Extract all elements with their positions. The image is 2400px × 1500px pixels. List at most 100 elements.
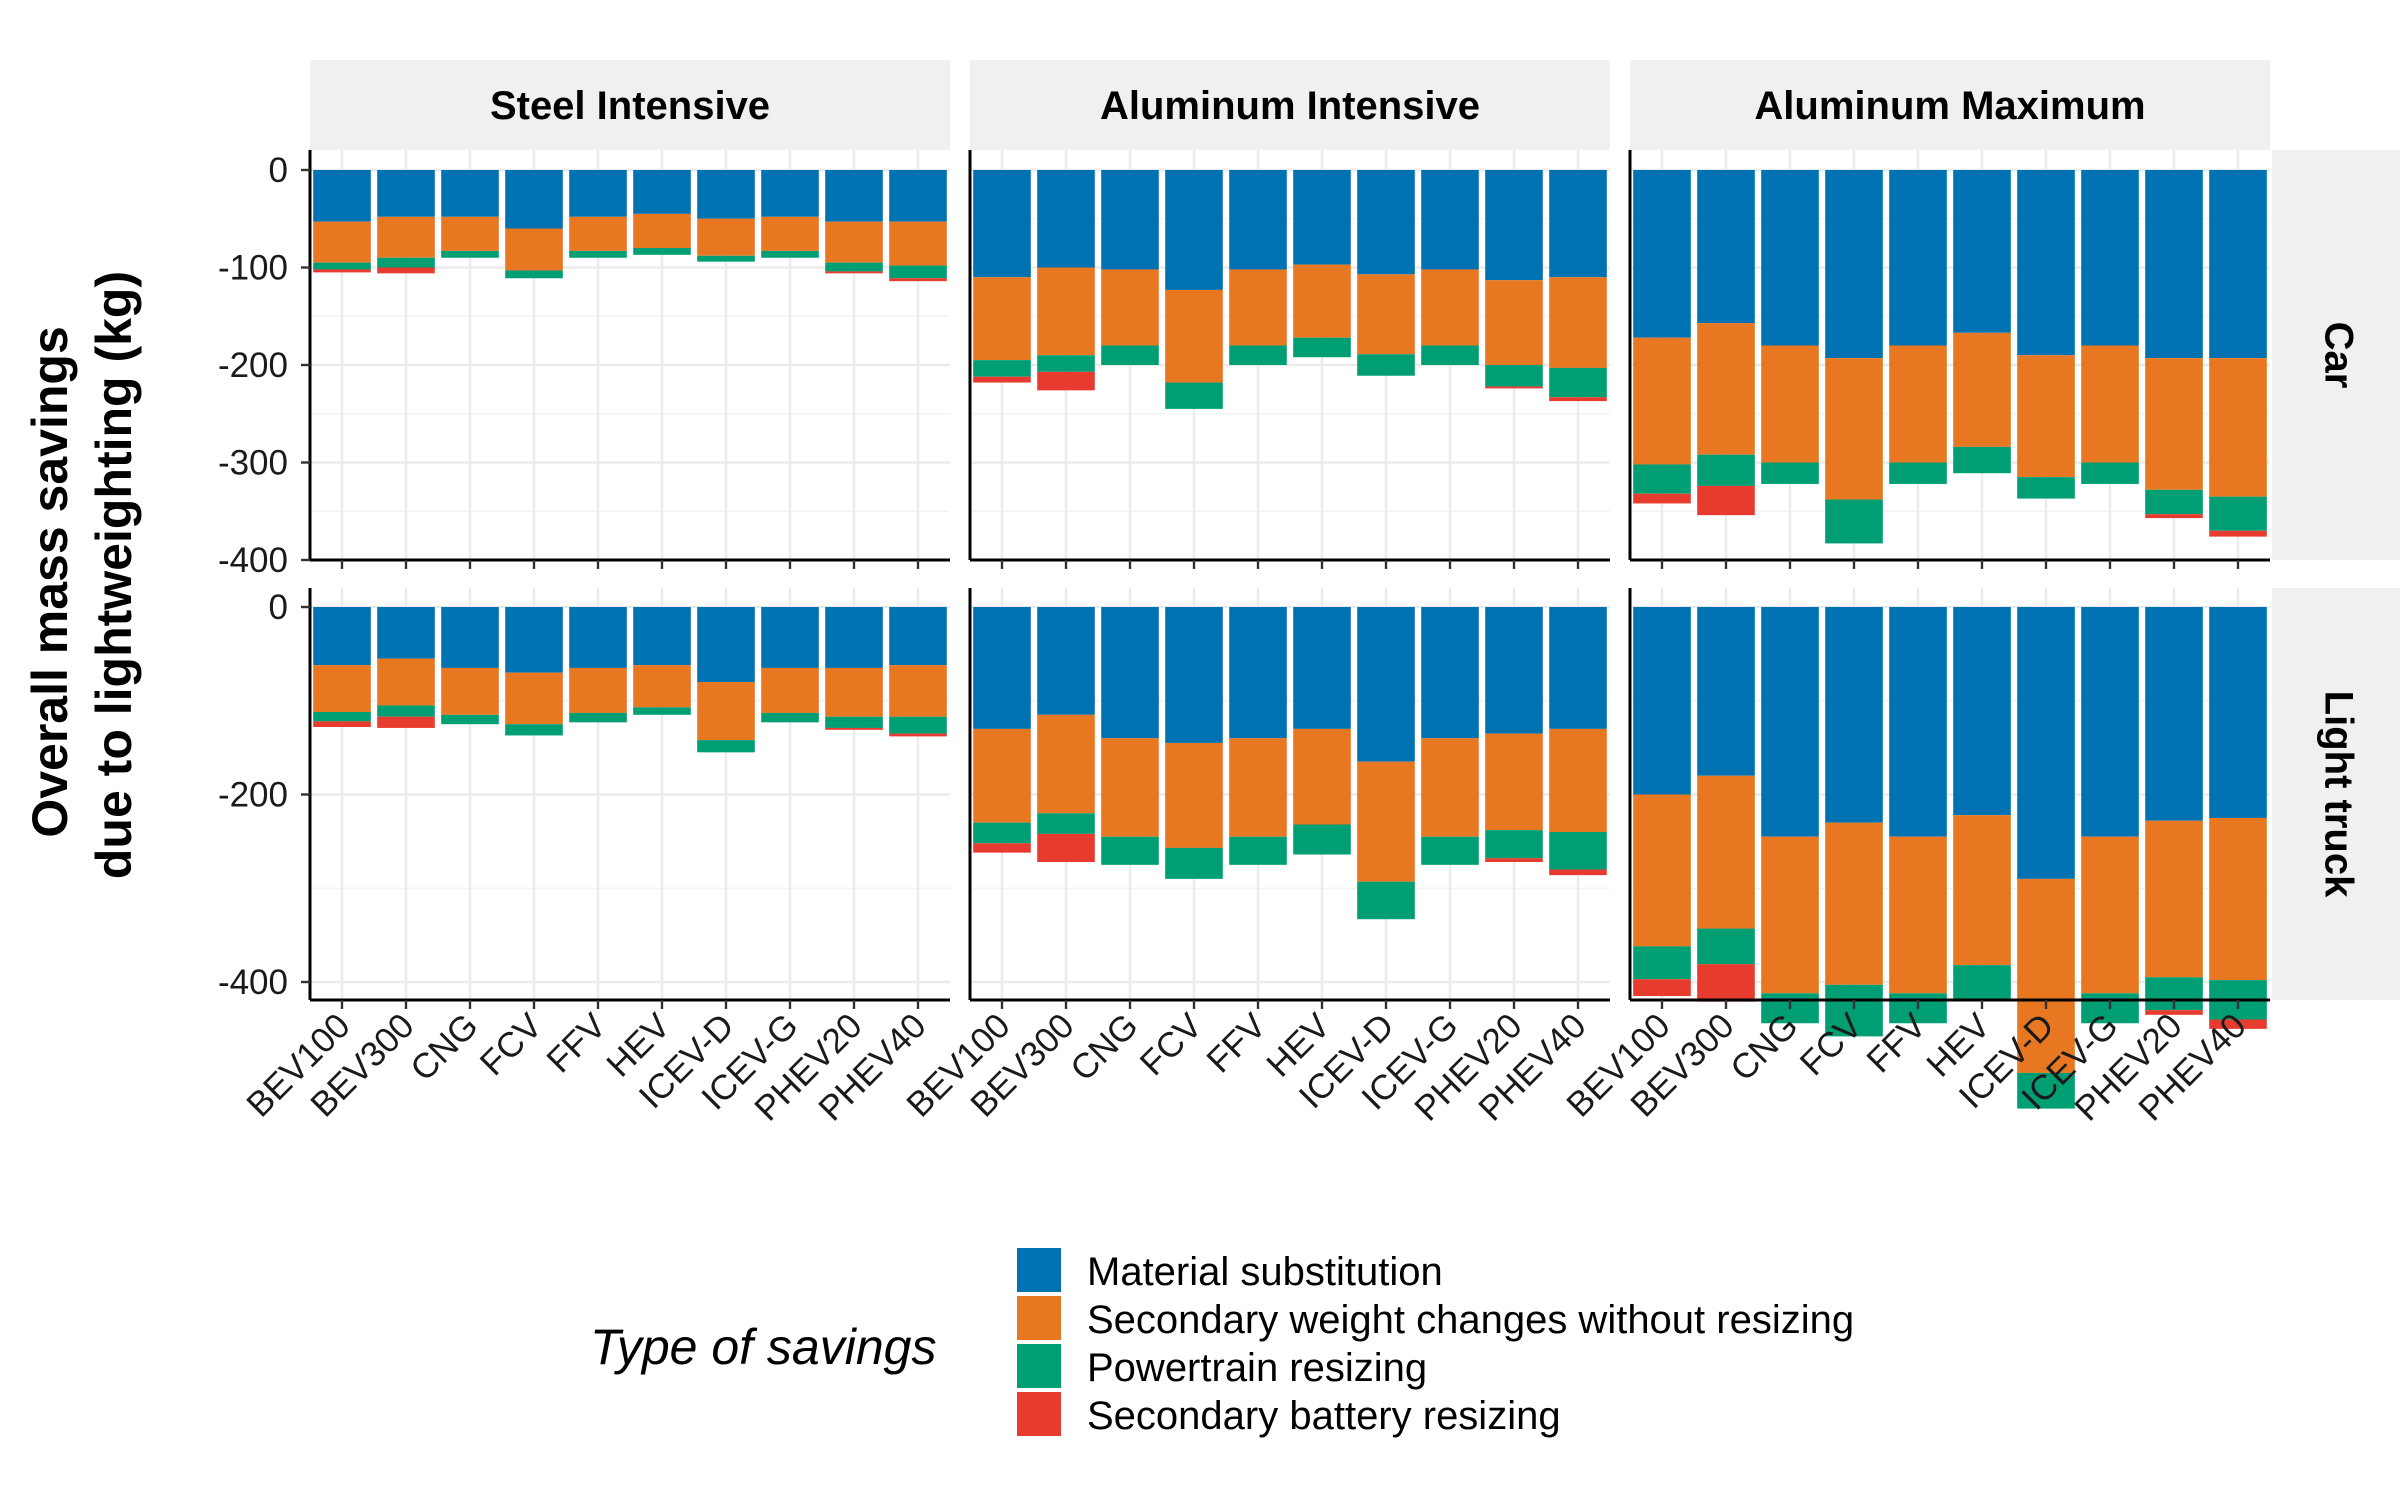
bar-car-aluminum-intensive-phev40-powertrain-resizing bbox=[1549, 367, 1607, 398]
bar-car-aluminum-intensive-cng-powertrain-resizing bbox=[1101, 345, 1159, 365]
bar-light-truck-aluminum-intensive-phev20-material-substitution bbox=[1485, 607, 1543, 734]
bar-light-truck-steel-intensive-ffv-secondary-weight-changes-without-resizing bbox=[569, 667, 627, 713]
bar-car-aluminum-maximum-fcv-material-substitution bbox=[1825, 170, 1883, 359]
y-axis-title: Overall mass savings due to lightweighti… bbox=[22, 271, 142, 879]
bar-light-truck-steel-intensive-icev-d-secondary-weight-changes-without-resizing bbox=[697, 682, 755, 741]
bar-light-truck-aluminum-maximum-bev300-secondary-battery-resizing bbox=[1697, 964, 1755, 1002]
strip-aluminum-maximum bbox=[1630, 60, 2270, 150]
bar-light-truck-steel-intensive-fcv-powertrain-resizing bbox=[505, 724, 563, 736]
y-tick-label-car: -300 bbox=[218, 444, 288, 483]
bar-car-steel-intensive-bev300-secondary-battery-resizing bbox=[377, 267, 435, 274]
bar-light-truck-aluminum-intensive-ffv-secondary-weight-changes-without-resizing bbox=[1229, 738, 1287, 837]
bar-light-truck-steel-intensive-hev-secondary-weight-changes-without-resizing bbox=[633, 665, 691, 708]
bar-car-aluminum-maximum-ffv-material-substitution bbox=[1889, 170, 1947, 346]
axes-layer bbox=[301, 150, 2270, 1009]
bar-light-truck-steel-intensive-cng-secondary-weight-changes-without-resizing bbox=[441, 667, 499, 715]
bar-light-truck-aluminum-maximum-bev100-secondary-battery-resizing bbox=[1633, 979, 1691, 997]
bar-car-aluminum-maximum-bev300-powertrain-resizing bbox=[1697, 454, 1755, 486]
bar-car-steel-intensive-phev20-powertrain-resizing bbox=[825, 262, 883, 272]
bar-car-aluminum-maximum-fcv-secondary-weight-changes-without-resizing bbox=[1825, 358, 1883, 500]
bar-car-aluminum-maximum-phev20-secondary-battery-resizing bbox=[2145, 514, 2203, 519]
bar-light-truck-aluminum-intensive-bev300-material-substitution bbox=[1037, 607, 1095, 715]
bar-car-aluminum-maximum-icev-g-powertrain-resizing bbox=[2081, 462, 2139, 484]
bar-light-truck-steel-intensive-bev300-secondary-weight-changes-without-resizing bbox=[377, 658, 435, 706]
bar-car-aluminum-intensive-phev20-secondary-battery-resizing bbox=[1485, 386, 1543, 389]
bar-car-steel-intensive-bev300-powertrain-resizing bbox=[377, 257, 435, 268]
bar-car-aluminum-maximum-cng-secondary-weight-changes-without-resizing bbox=[1761, 345, 1819, 463]
bar-light-truck-aluminum-intensive-phev40-secondary-weight-changes-without-resizing bbox=[1549, 728, 1607, 833]
bar-car-aluminum-maximum-icev-d-secondary-weight-changes-without-resizing bbox=[2017, 355, 2075, 478]
bar-light-truck-aluminum-intensive-phev40-secondary-battery-resizing bbox=[1549, 869, 1607, 876]
bar-light-truck-aluminum-maximum-icev-d-powertrain-resizing bbox=[2017, 1072, 2075, 1109]
bar-light-truck-steel-intensive-bev100-secondary-weight-changes-without-resizing bbox=[313, 665, 371, 713]
bar-light-truck-aluminum-intensive-phev40-powertrain-resizing bbox=[1549, 832, 1607, 870]
bar-car-aluminum-maximum-ffv-powertrain-resizing bbox=[1889, 462, 1947, 484]
bar-car-aluminum-intensive-phev20-material-substitution bbox=[1485, 170, 1543, 281]
bar-light-truck-steel-intensive-icev-g-secondary-weight-changes-without-resizing bbox=[761, 667, 819, 713]
bar-car-aluminum-maximum-cng-powertrain-resizing bbox=[1761, 462, 1819, 484]
bar-car-steel-intensive-fcv-material-substitution bbox=[505, 170, 563, 229]
bar-car-aluminum-maximum-bev300-secondary-weight-changes-without-resizing bbox=[1697, 323, 1755, 455]
bar-car-aluminum-intensive-fcv-secondary-weight-changes-without-resizing bbox=[1165, 289, 1223, 383]
bar-light-truck-aluminum-maximum-bev100-material-substitution bbox=[1633, 607, 1691, 795]
y-tick-label-light-truck: -200 bbox=[218, 776, 288, 815]
bar-light-truck-steel-intensive-bev300-powertrain-resizing bbox=[377, 705, 435, 717]
bar-car-aluminum-maximum-bev300-material-substitution bbox=[1697, 170, 1755, 324]
legend-key-powertrain-resizing bbox=[1017, 1344, 1061, 1388]
y-axis-title-line-1: Overall mass savings bbox=[22, 326, 78, 837]
bar-light-truck-aluminum-maximum-icev-g-material-substitution bbox=[2081, 607, 2139, 837]
bar-light-truck-steel-intensive-ffv-material-substitution bbox=[569, 607, 627, 668]
bar-car-aluminum-intensive-icev-g-material-substitution bbox=[1421, 170, 1479, 270]
y-tick-label-car: 0 bbox=[269, 151, 288, 190]
bar-car-steel-intensive-bev100-material-substitution bbox=[313, 170, 371, 222]
bar-light-truck-steel-intensive-phev20-secondary-battery-resizing bbox=[825, 727, 883, 730]
bar-car-aluminum-maximum-hev-powertrain-resizing bbox=[1953, 446, 2011, 474]
bar-car-aluminum-maximum-bev100-secondary-battery-resizing bbox=[1633, 493, 1691, 504]
bar-car-steel-intensive-ffv-secondary-weight-changes-without-resizing bbox=[569, 216, 627, 251]
bar-car-aluminum-intensive-icev-g-secondary-weight-changes-without-resizing bbox=[1421, 269, 1479, 346]
x-tick-label-fcv: FCV bbox=[1133, 1006, 1211, 1084]
bar-light-truck-aluminum-intensive-icev-g-powertrain-resizing bbox=[1421, 836, 1479, 865]
bar-light-truck-steel-intensive-fcv-material-substitution bbox=[505, 607, 563, 673]
bar-car-steel-intensive-phev40-powertrain-resizing bbox=[889, 265, 947, 279]
bar-light-truck-aluminum-intensive-icev-d-secondary-weight-changes-without-resizing bbox=[1357, 761, 1415, 882]
bar-car-steel-intensive-icev-g-material-substitution bbox=[761, 170, 819, 217]
bar-light-truck-steel-intensive-ffv-powertrain-resizing bbox=[569, 712, 627, 723]
strip-car bbox=[2272, 150, 2400, 560]
bar-car-steel-intensive-hev-secondary-weight-changes-without-resizing bbox=[633, 213, 691, 249]
bar-car-steel-intensive-hev-powertrain-resizing bbox=[633, 248, 691, 255]
bar-car-steel-intensive-phev40-material-substitution bbox=[889, 170, 947, 222]
bar-car-steel-intensive-icev-g-powertrain-resizing bbox=[761, 250, 819, 258]
bar-light-truck-steel-intensive-cng-material-substitution bbox=[441, 607, 499, 668]
y-tick-label-light-truck: 0 bbox=[269, 588, 288, 627]
bar-light-truck-aluminum-intensive-icev-g-material-substitution bbox=[1421, 607, 1479, 739]
bar-light-truck-aluminum-intensive-cng-powertrain-resizing bbox=[1101, 836, 1159, 865]
bar-light-truck-aluminum-maximum-phev20-secondary-weight-changes-without-resizing bbox=[2145, 820, 2203, 978]
bar-light-truck-aluminum-maximum-hev-secondary-weight-changes-without-resizing bbox=[1953, 815, 2011, 966]
bar-light-truck-aluminum-maximum-phev40-secondary-weight-changes-without-resizing bbox=[2209, 817, 2267, 981]
bar-light-truck-steel-intensive-hev-material-substitution bbox=[633, 607, 691, 666]
bar-car-steel-intensive-bev100-secondary-battery-resizing bbox=[313, 269, 371, 273]
bar-light-truck-aluminum-intensive-fcv-material-substitution bbox=[1165, 607, 1223, 743]
bar-light-truck-aluminum-maximum-bev300-secondary-weight-changes-without-resizing bbox=[1697, 775, 1755, 929]
bar-car-aluminum-intensive-phev40-material-substitution bbox=[1549, 170, 1607, 278]
bar-car-aluminum-intensive-cng-material-substitution bbox=[1101, 170, 1159, 270]
bar-light-truck-aluminum-maximum-hev-material-substitution bbox=[1953, 607, 2011, 816]
bar-car-aluminum-intensive-hev-powertrain-resizing bbox=[1293, 337, 1351, 358]
bar-car-steel-intensive-fcv-secondary-weight-changes-without-resizing bbox=[505, 228, 563, 271]
bar-light-truck-aluminum-maximum-hev-powertrain-resizing bbox=[1953, 965, 2011, 1001]
bar-light-truck-aluminum-maximum-icev-d-material-substitution bbox=[2017, 607, 2075, 879]
bar-car-aluminum-maximum-phev20-powertrain-resizing bbox=[2145, 489, 2203, 515]
legend: Type of savings Material substitution Se… bbox=[590, 1248, 1854, 1438]
bar-car-aluminum-maximum-phev40-material-substitution bbox=[2209, 170, 2267, 359]
bar-car-aluminum-intensive-icev-g-powertrain-resizing bbox=[1421, 345, 1479, 365]
bar-light-truck-aluminum-maximum-cng-material-substitution bbox=[1761, 607, 1819, 837]
bar-light-truck-aluminum-intensive-phev40-material-substitution bbox=[1549, 607, 1607, 729]
bar-car-steel-intensive-bev100-powertrain-resizing bbox=[313, 262, 371, 270]
bar-car-aluminum-intensive-phev20-powertrain-resizing bbox=[1485, 365, 1543, 387]
bar-car-aluminum-intensive-fcv-material-substitution bbox=[1165, 170, 1223, 290]
bar-light-truck-steel-intensive-phev40-material-substitution bbox=[889, 607, 947, 666]
bar-light-truck-aluminum-intensive-fcv-secondary-weight-changes-without-resizing bbox=[1165, 742, 1223, 848]
strips-layer: Steel Intensive Aluminum Intensive Aluminu… bbox=[310, 60, 2400, 1000]
strip-label-aluminum-intensive: Aluminum Intensive bbox=[1100, 84, 1480, 128]
